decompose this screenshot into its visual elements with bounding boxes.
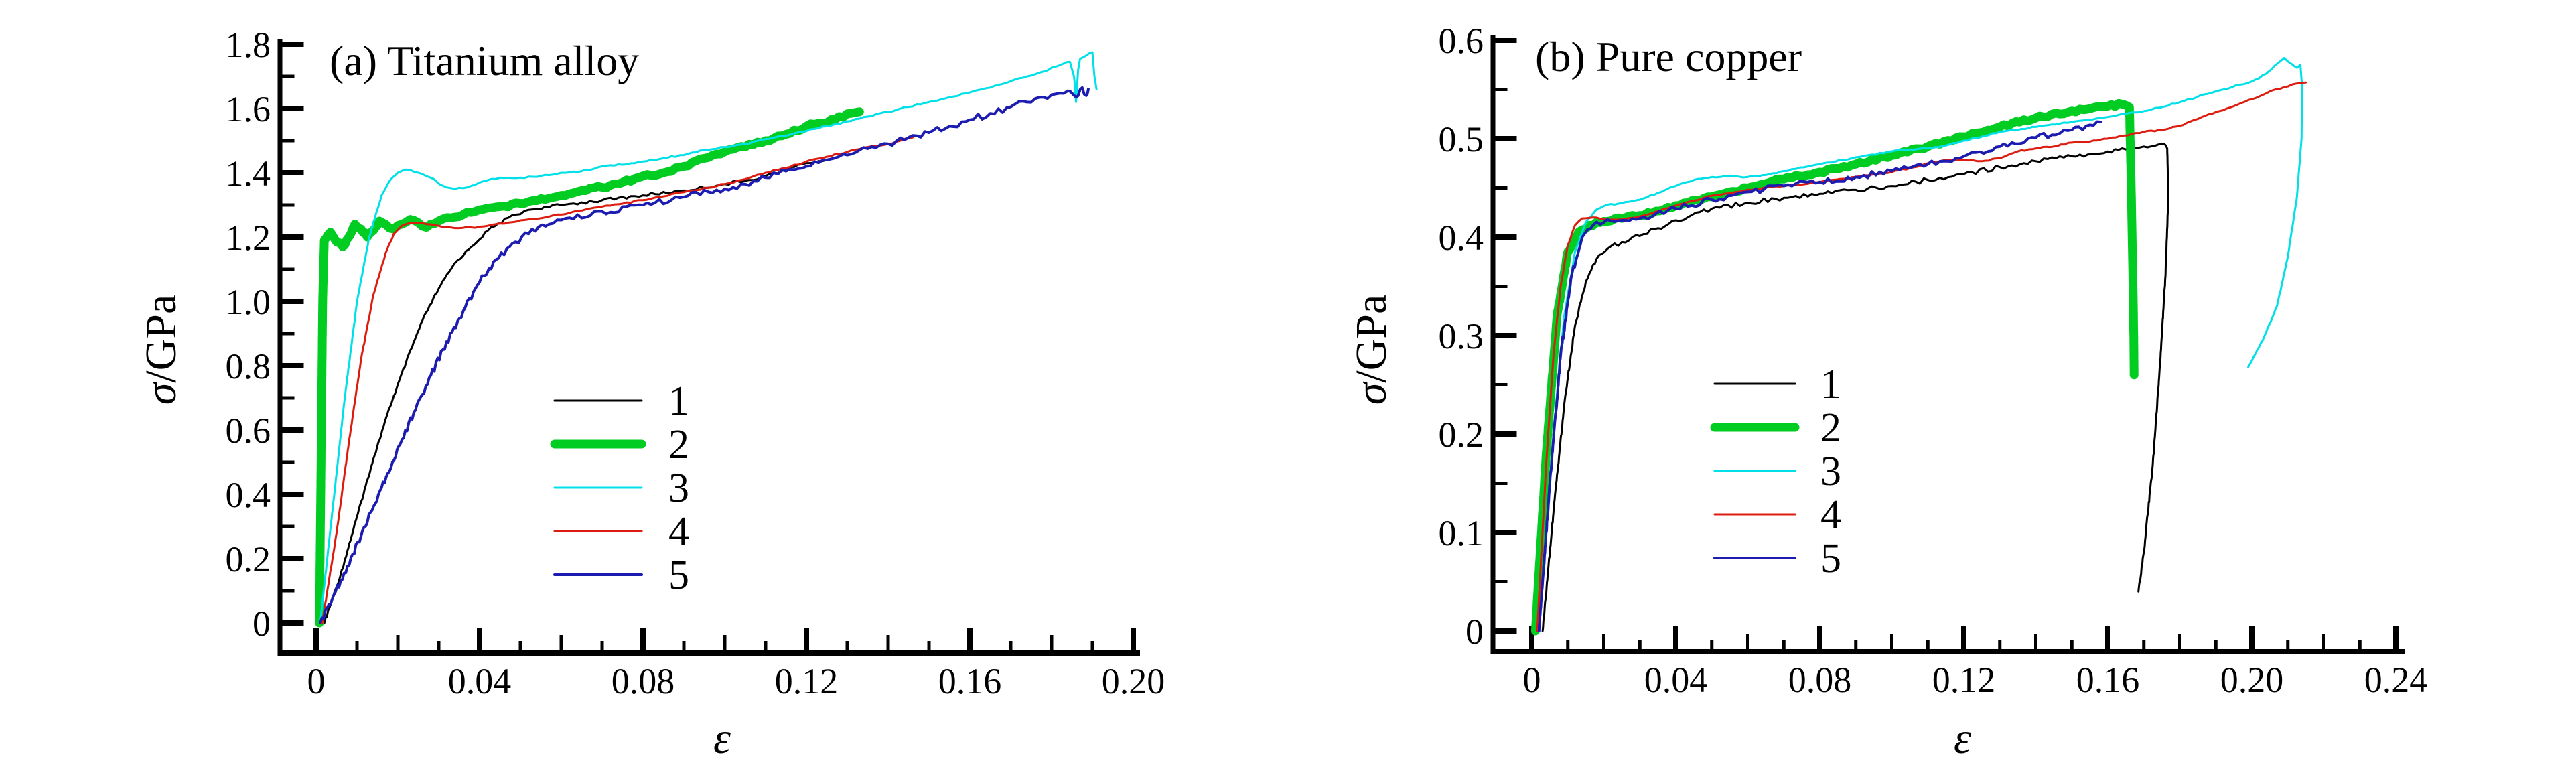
y-ticks: 0 0.2 0.4 0.6 0.8 1.0 1.2 1.4 1.6 1.8 bbox=[226, 25, 304, 644]
x-tick-label: 0.08 bbox=[612, 661, 675, 701]
x-tick-label: 0.08 bbox=[1788, 660, 1852, 700]
y-tick-label: 1.4 bbox=[226, 153, 271, 194]
curves bbox=[1530, 57, 2307, 636]
x-tick-label: 0 bbox=[1523, 660, 1541, 700]
x-tick-label: 0.24 bbox=[2364, 660, 2428, 700]
legend-entry-5: 5 bbox=[1713, 536, 1841, 581]
legend-entry-4: 4 bbox=[1713, 492, 1841, 538]
x-ticks: 0 0.04 0.08 0.12 0.16 0.20 0.24 bbox=[1523, 626, 2428, 700]
y-tick-label: 0.6 bbox=[1439, 21, 1484, 61]
x-tick-label: 0.20 bbox=[2220, 660, 2284, 700]
y-axis-label: σ/GPa bbox=[137, 295, 186, 405]
plot-title: (b) Pure copper bbox=[1535, 33, 1802, 80]
x-tick-label: 0.16 bbox=[938, 661, 1002, 701]
plot-b-series-1-curve bbox=[1541, 142, 2169, 632]
legend-label-5: 5 bbox=[668, 553, 689, 598]
x-ticks: 0 0.04 0.08 0.12 0.16 0.20 bbox=[307, 628, 1165, 701]
y-tick-label: 0.4 bbox=[226, 475, 271, 515]
plot-b-series-4-curve bbox=[1536, 81, 2307, 632]
y-axis-label: σ/GPa bbox=[1347, 295, 1396, 405]
y-tick-label: 0 bbox=[1465, 612, 1484, 652]
legend-entry-4: 4 bbox=[553, 509, 689, 555]
plot-a: 0 0.04 0.08 0.12 0.16 0.20 0 0.2 0.4 0.6 0.8 1.0 1.2… bbox=[137, 25, 1165, 763]
plot-a-series-3-curve bbox=[319, 51, 1098, 624]
legend-entry-3: 3 bbox=[553, 466, 689, 511]
x-tick-label: 0 bbox=[307, 661, 326, 701]
legend-label-4: 4 bbox=[1820, 492, 1841, 538]
legend-label-1: 1 bbox=[668, 378, 689, 424]
x-axis-label: ε bbox=[1954, 714, 1971, 763]
plot-a-series-4-curve bbox=[321, 136, 914, 624]
legend-label-3: 3 bbox=[1820, 449, 1841, 494]
y-tick-label: 0.2 bbox=[226, 539, 271, 579]
y-tick-label: 0 bbox=[253, 603, 271, 644]
legend-entry-5: 5 bbox=[553, 553, 689, 598]
plot-a-series-5-curve bbox=[319, 86, 1090, 624]
y-tick-label: 1.2 bbox=[226, 218, 271, 258]
legend-entry-1: 1 bbox=[1713, 362, 1841, 407]
legend-label-2: 2 bbox=[668, 422, 689, 468]
plot-title: (a) Titanium alloy bbox=[330, 37, 639, 84]
legend-label-4: 4 bbox=[668, 509, 689, 555]
x-tick-label: 0.04 bbox=[1644, 660, 1708, 700]
y-tick-label: 0.2 bbox=[1439, 415, 1484, 455]
x-tick-label: 0.12 bbox=[1932, 660, 1996, 700]
legend-label-2: 2 bbox=[1820, 405, 1841, 451]
legend-label-5: 5 bbox=[1820, 536, 1841, 581]
legend-label-3: 3 bbox=[668, 466, 689, 511]
curves bbox=[315, 51, 1098, 628]
y-tick-label: 0.4 bbox=[1439, 218, 1484, 258]
x-tick-label: 0.16 bbox=[2076, 660, 2140, 700]
y-tick-label: 0.3 bbox=[1439, 316, 1484, 356]
legend-entry-3: 3 bbox=[1713, 449, 1841, 494]
x-axis-label: ε bbox=[713, 714, 731, 763]
plot-b: 0 0.04 0.08 0.12 0.16 0.20 0.24 0 0.1 0.2 0.3 0.4 0.… bbox=[1347, 21, 2427, 763]
y-tick-label: 0.5 bbox=[1439, 119, 1484, 159]
y-tick-label: 0.6 bbox=[226, 411, 271, 451]
plot-b-series-5-curve bbox=[1537, 120, 2102, 632]
y-tick-label: 1.6 bbox=[226, 89, 271, 129]
plot-b-series-3-curve bbox=[1538, 57, 2303, 632]
y-tick-label: 1.0 bbox=[226, 282, 271, 322]
legend-entry-2: 2 bbox=[550, 422, 689, 468]
y-tick-label: 1.8 bbox=[226, 25, 271, 65]
legend-label-1: 1 bbox=[1820, 362, 1841, 407]
x-tick-label: 0.12 bbox=[775, 661, 839, 701]
legend-entry-2: 2 bbox=[1710, 405, 1841, 451]
y-ticks: 0 0.1 0.2 0.3 0.4 0.5 0.6 bbox=[1439, 21, 1517, 652]
legend-entry-1: 1 bbox=[553, 378, 689, 424]
y-tick-label: 0.1 bbox=[1439, 513, 1484, 553]
x-tick-label: 0.04 bbox=[448, 661, 512, 701]
plot-a-series-2-curve bbox=[315, 107, 864, 628]
y-tick-label: 0.8 bbox=[226, 346, 271, 386]
x-tick-label: 0.20 bbox=[1102, 661, 1165, 701]
